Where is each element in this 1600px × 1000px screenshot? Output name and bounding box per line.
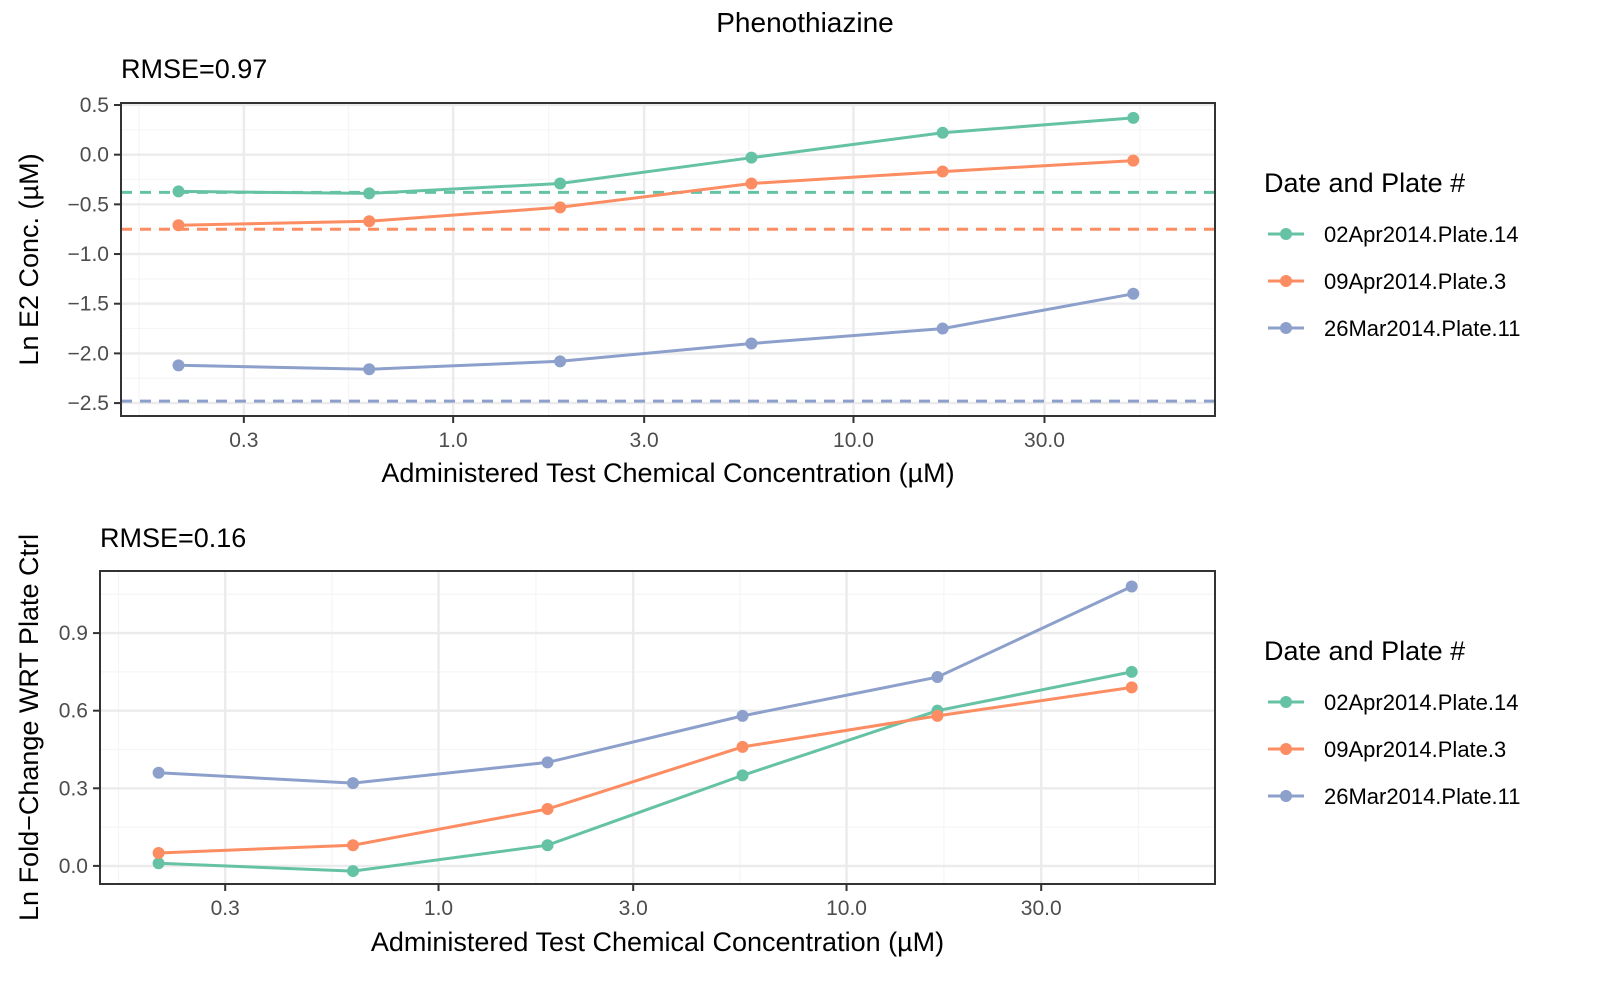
legend-title: Date and Plate # xyxy=(1264,636,1465,666)
panel-border xyxy=(99,570,1216,885)
data-point-02Apr2014.Plate.14 xyxy=(152,857,165,870)
data-point-09Apr2014.Plate.3 xyxy=(541,802,554,815)
data-point-26Mar2014.Plate.11 xyxy=(346,777,359,790)
panel-border xyxy=(120,102,1216,417)
grid-lines xyxy=(100,571,1215,884)
y-tick-label: 0.6 xyxy=(59,700,88,723)
x-tick-label: 3.0 xyxy=(619,897,648,920)
legend-label: 02Apr2014.Plate.14 xyxy=(1324,222,1519,247)
legend-key-point xyxy=(1280,696,1292,708)
y-tick-label: −1.5 xyxy=(68,293,109,316)
top-panel-ln-e2-conc: 0.3 1.0 3.0 10.0 30.0 0.5 0.0 −0.5 −1.0 −1.5 −2.0 −… xyxy=(14,54,1521,488)
x-tick-label: 30.0 xyxy=(1024,429,1065,452)
data-point-09Apr2014.Plate.3 xyxy=(152,846,165,859)
y-tick-label: −2.0 xyxy=(68,342,109,365)
figure-title: Phenothiazine xyxy=(716,7,893,38)
data-point-09Apr2014.Plate.3 xyxy=(1125,681,1138,694)
legend-key-point xyxy=(1280,228,1292,240)
x-tick-label: 3.0 xyxy=(630,429,659,452)
y-tick-label: −1.0 xyxy=(68,243,109,266)
series-line-02Apr2014.Plate.14 xyxy=(178,116,1134,195)
rmse-annotation: RMSE=0.97 xyxy=(121,54,267,84)
x-tick-label: 0.3 xyxy=(211,897,240,920)
series-line-09Apr2014.Plate.3 xyxy=(178,159,1134,227)
data-point-09Apr2014.Plate.3 xyxy=(1127,154,1140,167)
x-tick-label: 1.0 xyxy=(439,429,468,452)
plot-area xyxy=(152,580,1138,878)
data-point-02Apr2014.Plate.14 xyxy=(172,185,185,198)
data-point-09Apr2014.Plate.3 xyxy=(936,165,949,178)
y-tick-label: 0.5 xyxy=(80,94,109,117)
y-tick-label: −0.5 xyxy=(68,193,109,216)
x-tick-label: 10.0 xyxy=(833,429,874,452)
data-point-02Apr2014.Plate.14 xyxy=(936,126,949,139)
x-tick-label: 0.3 xyxy=(229,429,258,452)
legend-label: 09Apr2014.Plate.3 xyxy=(1324,269,1506,294)
legend: Date and Plate # 02Apr2014.Plate.14 09Apr2… xyxy=(1264,636,1521,809)
data-point-02Apr2014.Plate.14 xyxy=(745,151,758,164)
data-point-02Apr2014.Plate.14 xyxy=(1127,111,1140,124)
data-point-02Apr2014.Plate.14 xyxy=(346,865,359,878)
legend-key-point xyxy=(1280,743,1292,755)
y-tick-label: −2.5 xyxy=(68,392,109,415)
data-point-26Mar2014.Plate.11 xyxy=(936,322,949,335)
data-point-26Mar2014.Plate.11 xyxy=(363,363,376,376)
data-point-02Apr2014.Plate.14 xyxy=(1125,665,1138,678)
data-point-26Mar2014.Plate.11 xyxy=(931,671,944,684)
x-axis-title: Administered Test Chemical Concentration… xyxy=(371,927,944,957)
data-point-09Apr2014.Plate.3 xyxy=(172,219,185,232)
x-tick-label: 30.0 xyxy=(1021,897,1062,920)
legend-label: 02Apr2014.Plate.14 xyxy=(1324,690,1519,715)
data-point-09Apr2014.Plate.3 xyxy=(736,740,749,753)
data-point-09Apr2014.Plate.3 xyxy=(931,709,944,722)
legend-label: 09Apr2014.Plate.3 xyxy=(1324,737,1506,762)
y-tick-label: 0.0 xyxy=(59,855,88,878)
y-tick-label: 0.0 xyxy=(80,144,109,167)
y-tick-label: 0.9 xyxy=(59,622,88,645)
y-axis-title: Ln E2 Conc. (µM) xyxy=(14,153,44,365)
data-point-09Apr2014.Plate.3 xyxy=(346,839,359,852)
data-point-26Mar2014.Plate.11 xyxy=(541,756,554,769)
series-line-02Apr2014.Plate.14 xyxy=(158,670,1132,873)
legend-label: 26Mar2014.Plate.11 xyxy=(1324,316,1521,341)
data-point-02Apr2014.Plate.14 xyxy=(554,177,567,190)
bottom-panel-ln-fold-change: 0.3 1.0 3.0 10.0 30.0 0.9 0.6 0.3 0.0 Administere… xyxy=(14,523,1521,957)
data-point-26Mar2014.Plate.11 xyxy=(745,337,758,350)
data-point-26Mar2014.Plate.11 xyxy=(554,355,567,368)
data-point-26Mar2014.Plate.11 xyxy=(152,766,165,779)
legend-title: Date and Plate # xyxy=(1264,168,1465,198)
rmse-annotation: RMSE=0.16 xyxy=(100,523,246,553)
data-point-09Apr2014.Plate.3 xyxy=(363,215,376,228)
series-line-09Apr2014.Plate.3 xyxy=(158,685,1132,855)
data-point-26Mar2014.Plate.11 xyxy=(736,709,749,722)
data-point-09Apr2014.Plate.3 xyxy=(745,177,758,190)
legend-key-point xyxy=(1280,790,1292,802)
x-tick-label: 10.0 xyxy=(826,897,867,920)
legend-label: 26Mar2014.Plate.11 xyxy=(1324,784,1521,809)
y-axis-title: Ln Fold−Change WRT Plate Ctrl xyxy=(14,534,44,921)
legend-key-point xyxy=(1280,275,1292,287)
legend: Date and Plate # 02Apr2014.Plate.14 09Apr2… xyxy=(1264,168,1521,341)
x-tick-label: 1.0 xyxy=(424,897,453,920)
data-point-26Mar2014.Plate.11 xyxy=(1125,580,1138,593)
y-tick-label: 0.3 xyxy=(59,777,88,800)
x-axis-title: Administered Test Chemical Concentration… xyxy=(381,458,954,488)
data-point-26Mar2014.Plate.11 xyxy=(1127,287,1140,300)
legend-key-point xyxy=(1280,322,1292,334)
data-point-02Apr2014.Plate.14 xyxy=(541,839,554,852)
data-point-09Apr2014.Plate.3 xyxy=(554,201,567,214)
plot-area xyxy=(121,111,1215,403)
grid-lines xyxy=(121,103,1215,416)
data-point-02Apr2014.Plate.14 xyxy=(363,187,376,200)
data-point-26Mar2014.Plate.11 xyxy=(172,359,185,372)
data-point-02Apr2014.Plate.14 xyxy=(736,769,749,782)
series-line-26Mar2014.Plate.11 xyxy=(178,292,1134,371)
series-line-26Mar2014.Plate.11 xyxy=(158,585,1133,785)
